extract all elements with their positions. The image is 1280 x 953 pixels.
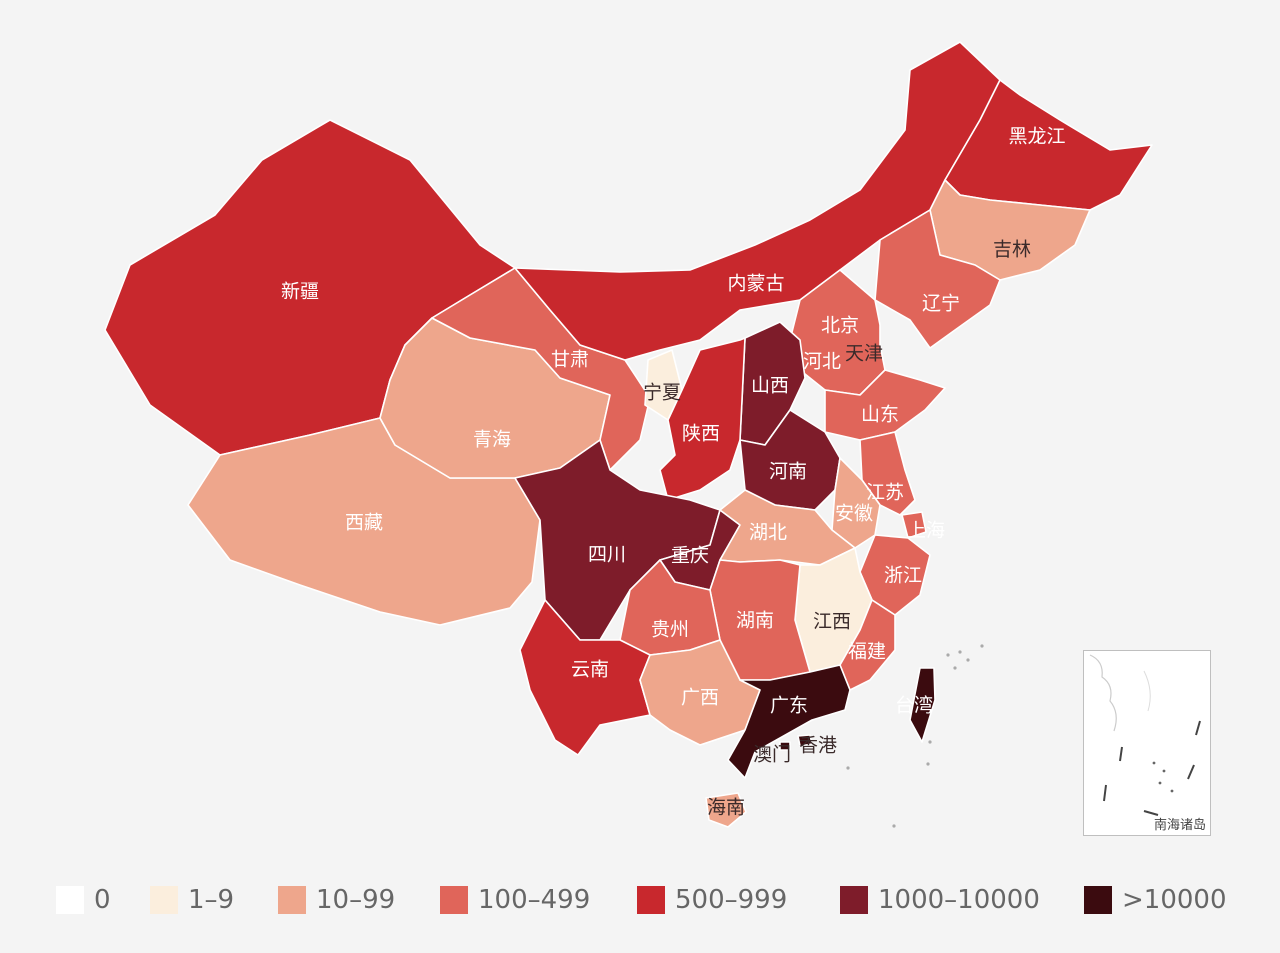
- legend-label: 0: [94, 885, 111, 915]
- offshore-island-dot: [946, 653, 950, 657]
- province-label: 江苏: [866, 482, 904, 504]
- province-label: 辽宁: [922, 293, 960, 315]
- province-label: 天津: [845, 343, 883, 365]
- offshore-island-dot: [953, 666, 957, 670]
- province-label: 福建: [848, 641, 886, 663]
- legend-swatch: [56, 886, 84, 914]
- province-label: 云南: [571, 659, 609, 681]
- offshore-island-dot: [892, 824, 896, 828]
- inset-label: 南海诸岛: [1153, 818, 1206, 833]
- province-label: 青海: [473, 429, 511, 451]
- province-label: 重庆: [671, 545, 709, 567]
- province-label: 台湾: [895, 695, 933, 717]
- province-label: 海南: [707, 797, 745, 819]
- legend-item[interactable]: 100–499: [440, 882, 590, 918]
- legend-swatch: [150, 886, 178, 914]
- legend-item[interactable]: 500–999: [637, 882, 787, 918]
- legend-label: 10–99: [316, 885, 396, 915]
- province-label: 四川: [588, 544, 626, 566]
- offshore-island-dot: [980, 644, 984, 648]
- province-label: 宁夏: [643, 382, 681, 404]
- legend-label: 1000–10000: [878, 885, 1040, 915]
- province-label: 河北: [803, 351, 841, 373]
- legend-swatch: [278, 886, 306, 914]
- province-label: 黑龙江: [1008, 126, 1065, 148]
- province-label: 澳门: [753, 744, 791, 766]
- legend-item[interactable]: 1000–10000: [840, 882, 1040, 918]
- province-region[interactable]: [824, 369, 946, 441]
- offshore-island-dot: [928, 740, 932, 744]
- offshore-island-dot: [926, 762, 930, 766]
- province-label: 贵州: [651, 619, 689, 641]
- province-label: 湖南: [736, 610, 774, 632]
- province-label: 陕西: [682, 423, 720, 445]
- province-label: 广西: [681, 687, 719, 709]
- offshore-island-dot: [958, 650, 962, 654]
- legend-label: 1–9: [188, 885, 235, 915]
- province-region[interactable]: [901, 511, 927, 539]
- province-label: 内蒙古: [727, 273, 784, 295]
- south-china-sea-inset: 南海诸岛: [1083, 650, 1211, 836]
- legend-swatch: [840, 886, 868, 914]
- province-label: 浙江: [884, 565, 922, 587]
- legend-swatch: [440, 886, 468, 914]
- province-label: 广东: [770, 695, 808, 717]
- province-label: 河南: [769, 461, 807, 483]
- province-label: 上海: [907, 520, 945, 542]
- province-region[interactable]: [705, 792, 747, 828]
- offshore-island-dot: [966, 658, 970, 662]
- legend-item[interactable]: 0: [56, 882, 111, 918]
- legend-label: >10000: [1122, 885, 1227, 915]
- province-region[interactable]: [874, 209, 1001, 349]
- offshore-island-dot: [846, 766, 850, 770]
- province-region[interactable]: [779, 741, 791, 751]
- province-label: 山西: [751, 375, 789, 397]
- south-china-sea-islands-sketch: [1089, 654, 1201, 816]
- legend-swatch: [1084, 886, 1112, 914]
- legend-item[interactable]: 10–99: [278, 882, 395, 918]
- province-region[interactable]: [839, 599, 896, 691]
- province-label: 新疆: [281, 281, 319, 303]
- legend-label: 500–999: [675, 885, 788, 915]
- legend-item[interactable]: 1–9: [150, 882, 234, 918]
- province-label: 北京: [821, 315, 859, 337]
- province-label: 山东: [861, 404, 899, 426]
- province-label: 香港: [799, 735, 837, 757]
- province-label: 安徽: [835, 503, 873, 525]
- province-region[interactable]: [727, 664, 851, 779]
- legend-swatch: [637, 886, 665, 914]
- province-label: 甘肃: [551, 349, 589, 371]
- province-label: 湖北: [749, 522, 787, 544]
- province-label: 江西: [813, 611, 851, 633]
- province-region[interactable]: [909, 667, 936, 743]
- province-region[interactable]: [797, 734, 813, 747]
- legend-item[interactable]: >10000: [1084, 882, 1227, 918]
- legend: 0 1–9 10–99 100–499 500–999 1000–10000 >10000: [0, 872, 1280, 928]
- province-label: 吉林: [993, 239, 1031, 261]
- legend-label: 100–499: [478, 885, 591, 915]
- province-label: 西藏: [345, 512, 383, 534]
